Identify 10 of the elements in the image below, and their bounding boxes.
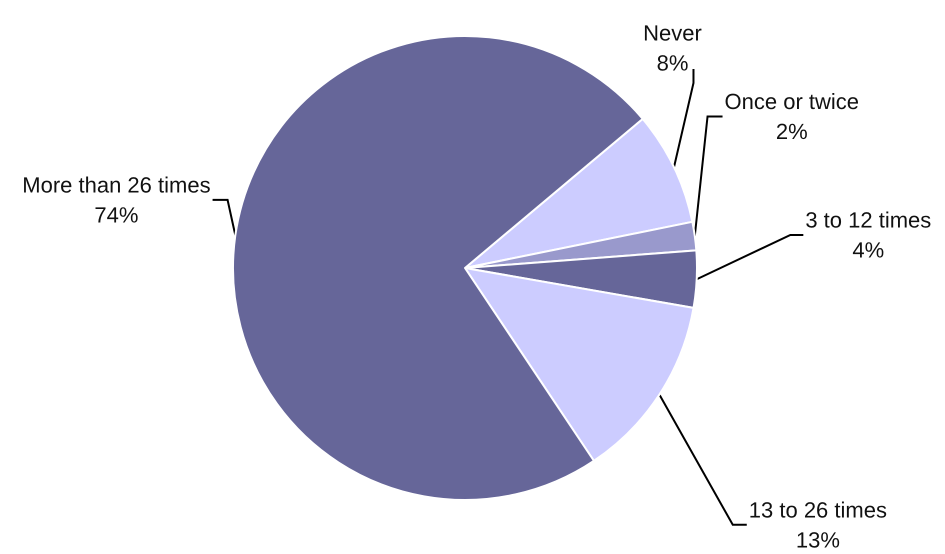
slice-label: 3 to 12 times bbox=[805, 207, 932, 232]
data-label: 13% bbox=[796, 527, 840, 552]
data-label: 4% bbox=[852, 237, 884, 262]
data-label: 2% bbox=[776, 118, 808, 144]
data-label: 74% bbox=[94, 202, 138, 228]
slice-label: 13 to 26 times bbox=[748, 497, 887, 522]
data-label: 8% bbox=[656, 50, 688, 76]
slice-label: Once or twice bbox=[724, 88, 860, 114]
slice-label: More than 26 times bbox=[22, 172, 211, 198]
slice-label: Never bbox=[643, 20, 702, 46]
